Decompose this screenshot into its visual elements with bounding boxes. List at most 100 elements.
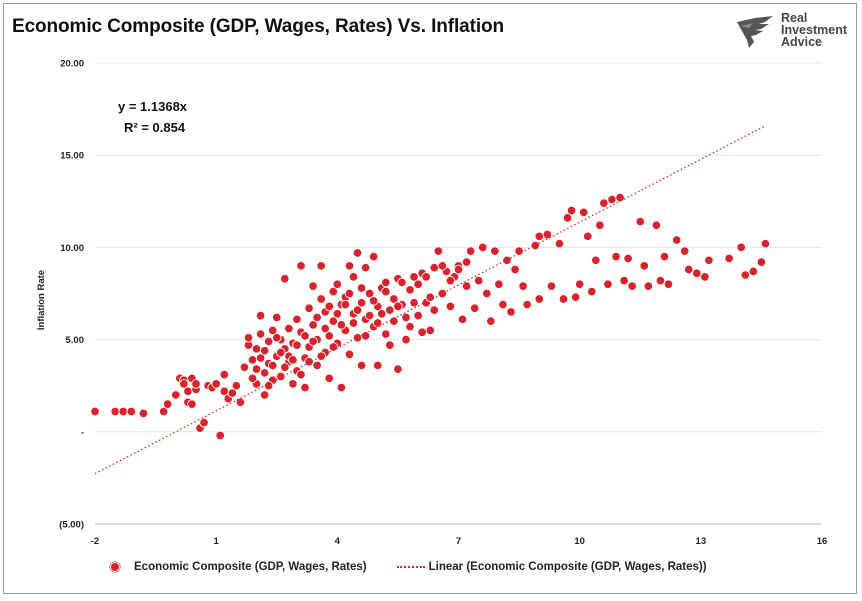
data-point [578,207,589,218]
chart-title: Economic Composite (GDP, Wages, Rates) V… [12,16,505,37]
data-point [292,314,302,325]
data-point [389,294,399,304]
data-point [344,288,355,299]
data-point [356,360,367,371]
data-point [627,281,637,291]
data-point [421,272,431,282]
data-point [433,246,444,256]
data-point [700,272,710,282]
data-point [227,388,238,398]
data-point [381,329,391,339]
data-point [425,325,435,336]
x-tick-label: 7 [456,536,461,547]
data-point [284,323,294,334]
data-point [272,312,282,323]
data-point [534,231,545,242]
x-tick-label: 10 [574,536,585,547]
data-point [300,331,310,341]
data-point [171,390,181,400]
y-tick-label: 10.00 [60,243,84,254]
data-point [486,316,496,326]
data-point [247,373,258,384]
data-point [255,353,266,363]
data-point [389,316,399,326]
data-point [457,314,468,325]
data-point [300,382,310,393]
data-point [138,408,149,419]
data-point [316,294,326,304]
y-tick-labels: (5.00) - 5.00 10.00 15.00 20.00 [59,59,84,531]
data-point [663,279,674,290]
data-point [377,309,387,319]
data-point [211,379,221,389]
data-point [429,262,440,273]
data-point [401,334,411,345]
data-point [591,255,601,266]
data-point [401,312,411,323]
data-point [756,257,767,267]
x-tick-label: 13 [696,536,707,547]
data-point [740,270,751,280]
data-point [385,305,395,315]
data-point [296,369,306,380]
legend-marker-icon [110,562,120,572]
data-point [316,261,326,271]
data-point [558,294,569,304]
data-point [243,333,254,343]
data-point [316,351,326,361]
data-point [360,331,371,341]
x-tick-labels: -2 1 4 7 10 13 16 [91,536,828,547]
data-point [348,272,359,282]
data-point [409,297,419,308]
logo-line-3: Advice [781,35,822,49]
data-point [263,336,274,347]
data-point [259,368,270,378]
legend-trend-label: Linear (Economic Composite (GDP, Wages, … [428,561,707,573]
data-point [215,430,225,441]
eagle-icon [737,16,773,48]
data-point [308,281,318,291]
data-point [324,331,335,341]
data-point [336,382,347,393]
data-point [280,362,290,373]
data-point [562,213,573,223]
trendline [94,125,766,475]
data-point [671,235,682,245]
data-point [118,406,129,417]
y-tick-label: 20.00 [60,59,84,70]
data-point [704,255,714,266]
data-point [623,253,633,264]
data-point [187,399,197,409]
data-point [413,279,423,290]
data-point [336,320,347,330]
data-point [518,281,528,291]
x-tick-label: 16 [817,536,828,547]
data-point [405,321,415,332]
data-point [760,238,771,249]
data-point [90,406,100,417]
data-point [595,220,605,231]
data-point [263,380,274,391]
data-point [356,283,367,293]
legend-item-series: Economic Composite (GDP, Wages, Rates) [110,561,367,573]
data-point [348,318,359,328]
data-point [413,310,423,321]
data-point [381,277,391,288]
x-tick-label: 1 [214,536,220,547]
data-point [259,345,270,356]
data-point [368,296,379,306]
data-point [183,386,193,396]
data-point [372,318,383,328]
data-point [651,220,662,231]
gridlines [95,62,822,433]
trend-equation: y = 1.1368x [118,99,188,114]
data-point [619,275,629,286]
company-logo: Real Investment Advice [735,12,847,52]
data-point [655,275,666,286]
data-point [352,248,363,258]
data-point [296,261,306,271]
data-point [276,347,286,358]
chart-legend: Economic Composite (GDP, Wages, Rates) L… [110,561,737,573]
data-point [736,242,746,253]
data-point [332,309,343,319]
